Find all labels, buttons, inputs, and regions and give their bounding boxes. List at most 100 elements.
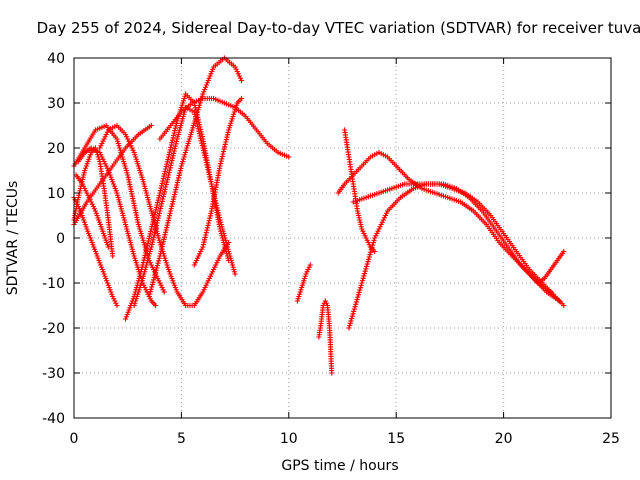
data-point	[173, 138, 180, 144]
data-point	[355, 292, 362, 298]
data-point	[561, 248, 567, 255]
data-point	[170, 135, 176, 141]
data-point	[166, 213, 173, 219]
data-point	[171, 150, 177, 156]
data-point	[150, 279, 156, 285]
data-point	[171, 130, 177, 136]
data-point	[156, 210, 162, 216]
data-point	[147, 233, 153, 239]
x-tick-label: 5	[177, 431, 186, 447]
data-point	[163, 166, 169, 172]
data-point	[169, 158, 175, 164]
data-point	[196, 128, 202, 134]
data-point	[157, 253, 163, 259]
series-arc	[294, 262, 313, 304]
data-point	[194, 121, 200, 127]
data-point	[561, 302, 567, 309]
data-point	[147, 289, 154, 295]
data-point	[172, 189, 178, 195]
series-arc	[146, 55, 245, 300]
data-point	[173, 184, 179, 190]
data-point	[147, 231, 153, 237]
data-point	[152, 209, 158, 215]
data-point	[357, 287, 363, 293]
data-point	[352, 304, 358, 310]
data-point	[361, 273, 367, 279]
data-point	[371, 237, 377, 243]
data-point	[145, 240, 151, 246]
data-point	[369, 244, 375, 251]
y-tick-label: -10	[42, 276, 65, 292]
data-point	[220, 149, 227, 155]
chart-title: Day 255 of 2024, Sidereal Day-to-day VTE…	[37, 19, 640, 37]
data-point	[205, 222, 211, 228]
data-point	[110, 253, 116, 259]
data-point	[168, 160, 174, 166]
data-point	[160, 196, 166, 202]
data-point	[164, 161, 170, 167]
data-point	[368, 247, 374, 253]
data-point	[347, 320, 353, 326]
data-point	[203, 232, 209, 238]
data-point	[152, 272, 158, 278]
data-point	[216, 215, 223, 221]
data-point	[173, 123, 179, 129]
data-point	[370, 240, 376, 246]
data-point	[162, 168, 168, 174]
data-point	[202, 234, 208, 240]
data-point	[165, 172, 172, 178]
data-point	[163, 182, 169, 188]
data-point	[206, 171, 212, 177]
data-point	[307, 262, 313, 268]
data-point	[222, 144, 228, 150]
data-point	[157, 190, 163, 196]
y-tick-label: -20	[42, 321, 65, 337]
data-point	[197, 135, 204, 141]
data-point	[167, 147, 173, 153]
data-point	[177, 170, 183, 176]
data-point	[360, 275, 366, 281]
data-point	[153, 267, 159, 273]
data-point	[174, 182, 180, 188]
data-point	[162, 229, 169, 235]
data-point	[159, 180, 165, 186]
data-point	[149, 242, 155, 248]
data-point	[172, 128, 178, 134]
series-arc	[350, 181, 563, 304]
data-point	[157, 251, 164, 257]
data-point	[206, 218, 212, 224]
data-point	[166, 215, 172, 221]
data-point	[151, 214, 157, 220]
data-point	[158, 185, 164, 191]
series-arc	[71, 122, 154, 228]
data-point	[162, 232, 168, 238]
data-point	[159, 246, 165, 252]
data-point	[216, 212, 222, 218]
data-point	[366, 256, 372, 262]
x-tick-label: 20	[495, 431, 513, 447]
data-point	[154, 220, 160, 226]
data-point	[192, 102, 198, 108]
y-axis-title: SDTVAR / TECUs	[5, 181, 21, 296]
data-point	[200, 242, 207, 248]
data-point	[351, 306, 357, 312]
data-point	[161, 171, 168, 177]
data-point	[152, 212, 158, 218]
data-point	[221, 146, 227, 152]
data-point	[238, 95, 245, 102]
data-point	[556, 298, 563, 304]
data-point	[172, 191, 178, 198]
data-point	[201, 237, 208, 243]
data-point	[206, 220, 212, 226]
data-point	[220, 151, 226, 157]
data-point	[163, 164, 169, 170]
series-arc	[157, 95, 292, 160]
data-point	[164, 224, 170, 231]
data-point	[164, 222, 170, 228]
data-point	[204, 164, 211, 170]
data-point	[162, 186, 168, 192]
data-point	[167, 149, 173, 155]
data-point	[148, 122, 154, 129]
series-arc	[191, 95, 245, 268]
data-point	[165, 217, 171, 224]
